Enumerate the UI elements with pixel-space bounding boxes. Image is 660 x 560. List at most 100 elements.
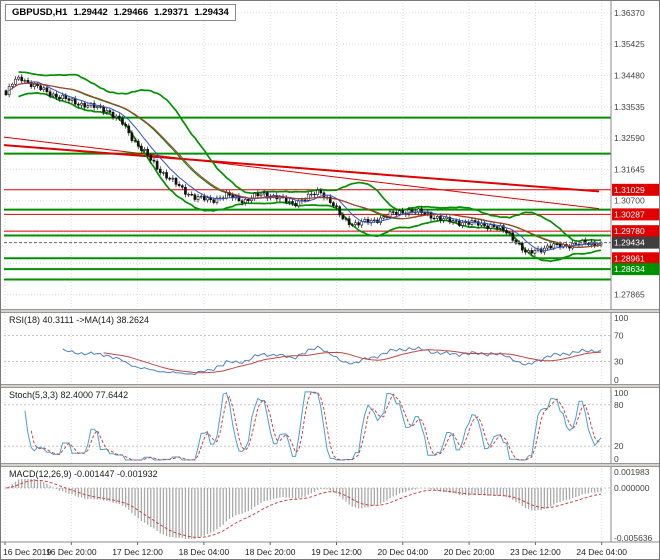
panel-separator[interactable] xyxy=(1,309,659,313)
macd-axis-label: 0.001983 xyxy=(614,467,650,477)
candle-body xyxy=(130,132,134,141)
time-axis-label: 16 Dec 2019 xyxy=(3,547,51,557)
candle-body xyxy=(328,196,332,203)
price-axis-label: 1.35425 xyxy=(614,39,645,49)
stoch-d-line xyxy=(30,391,602,461)
candle-body xyxy=(505,230,508,234)
candle-body xyxy=(262,192,266,195)
candle-body xyxy=(546,245,549,249)
candle-body xyxy=(133,140,137,142)
candle-body xyxy=(426,212,430,214)
candle-body xyxy=(341,214,345,220)
candle-body xyxy=(530,250,534,254)
candle-body xyxy=(143,149,146,151)
candle-body xyxy=(10,83,14,87)
candle-body xyxy=(294,203,297,207)
candle-body xyxy=(118,115,121,119)
candle-body xyxy=(435,216,439,219)
candle-body xyxy=(454,220,458,222)
time-axis-label: 16 Dec 20:00 xyxy=(46,547,97,557)
candle-body xyxy=(552,243,556,249)
candle-body xyxy=(344,218,348,220)
time-axis-label: 18 Dec 20:00 xyxy=(245,547,296,557)
candle-body xyxy=(155,160,159,170)
time-axis-label: 20 Dec 04:00 xyxy=(378,547,429,557)
macd-indicator-label: MACD(12,26,9) -0.001447 -0.001932 xyxy=(6,469,161,479)
rsi-axis-label: 30 xyxy=(614,357,624,367)
candle-body xyxy=(32,83,36,87)
candle-body xyxy=(489,224,493,229)
candle-body xyxy=(442,218,445,221)
candle-body xyxy=(180,185,184,188)
rsi-line xyxy=(62,345,602,376)
candle-body xyxy=(77,103,80,106)
price-tag xyxy=(612,225,659,238)
candle-body xyxy=(80,102,83,106)
candle-body xyxy=(574,243,578,245)
panel-separator[interactable] xyxy=(1,463,659,467)
price-tag xyxy=(612,252,659,265)
candle-body xyxy=(58,96,61,100)
price-tag-label: 1.28634 xyxy=(614,264,645,274)
candle-body xyxy=(524,249,527,253)
candle-body xyxy=(583,240,587,244)
candle-body xyxy=(240,200,244,204)
candle-body xyxy=(464,221,467,224)
candle-body xyxy=(432,217,436,220)
candle-body xyxy=(335,205,338,207)
candle-body xyxy=(127,125,131,134)
candle-body xyxy=(4,90,8,96)
macd-axis-label: -0.005636 xyxy=(614,533,653,543)
candle-body xyxy=(247,199,250,202)
panel-separator[interactable] xyxy=(1,384,659,388)
price-axis-label: 1.33535 xyxy=(614,102,645,112)
rsi-indicator-label: RSI(18) 40.3111 ->MA(14) 38.2624 xyxy=(6,315,152,325)
candle-body xyxy=(461,222,464,226)
time-axis-label: 23 Dec 12:00 xyxy=(510,547,561,557)
candle-body xyxy=(354,222,357,225)
candle-body xyxy=(193,194,197,200)
price-tag xyxy=(612,236,659,249)
time-axis-label: 18 Dec 04:00 xyxy=(179,547,230,557)
candle-body xyxy=(439,216,442,221)
candle-body xyxy=(473,220,477,222)
ohlc-high-value: 1.29466 xyxy=(113,7,149,18)
candle-body xyxy=(297,200,301,207)
candle-body xyxy=(108,110,112,113)
candle-body xyxy=(423,212,427,214)
price-tag-label: 1.29434 xyxy=(614,238,645,248)
time-axis-label: 19 Dec 12:00 xyxy=(311,547,362,557)
candle-body xyxy=(457,220,461,226)
price-axis-label: 1.32590 xyxy=(614,133,645,143)
price-tag-label: 1.30287 xyxy=(614,209,645,219)
price-tag xyxy=(612,208,659,221)
rsi-axis-label: 0 xyxy=(614,375,619,385)
candle-body xyxy=(476,221,480,226)
rsi-axis-label: 70 xyxy=(614,331,624,341)
candle-body xyxy=(51,93,55,97)
candle-body xyxy=(73,98,77,105)
candle-body xyxy=(420,208,423,213)
candle-body xyxy=(86,105,90,108)
candle-body xyxy=(105,110,109,113)
candle-body xyxy=(111,111,115,118)
candle-body xyxy=(225,192,228,199)
candle-body xyxy=(520,242,524,251)
candle-body xyxy=(357,222,360,226)
stoch-axis-label: 100 xyxy=(614,388,628,398)
candle-body xyxy=(114,115,118,118)
stoch-axis-label: 20 xyxy=(614,441,624,451)
trend-line xyxy=(3,144,600,193)
candle-body xyxy=(184,186,187,195)
time-axis-label: 20 Dec 20:00 xyxy=(444,547,495,557)
candle-body xyxy=(338,206,342,216)
candle-body xyxy=(203,195,206,201)
candle-body xyxy=(259,193,263,197)
candle-body xyxy=(451,220,455,223)
candle-body xyxy=(502,225,505,231)
candle-body xyxy=(215,197,219,203)
candle-body xyxy=(398,210,401,215)
time-axis-label: 24 Dec 04:00 xyxy=(576,547,627,557)
